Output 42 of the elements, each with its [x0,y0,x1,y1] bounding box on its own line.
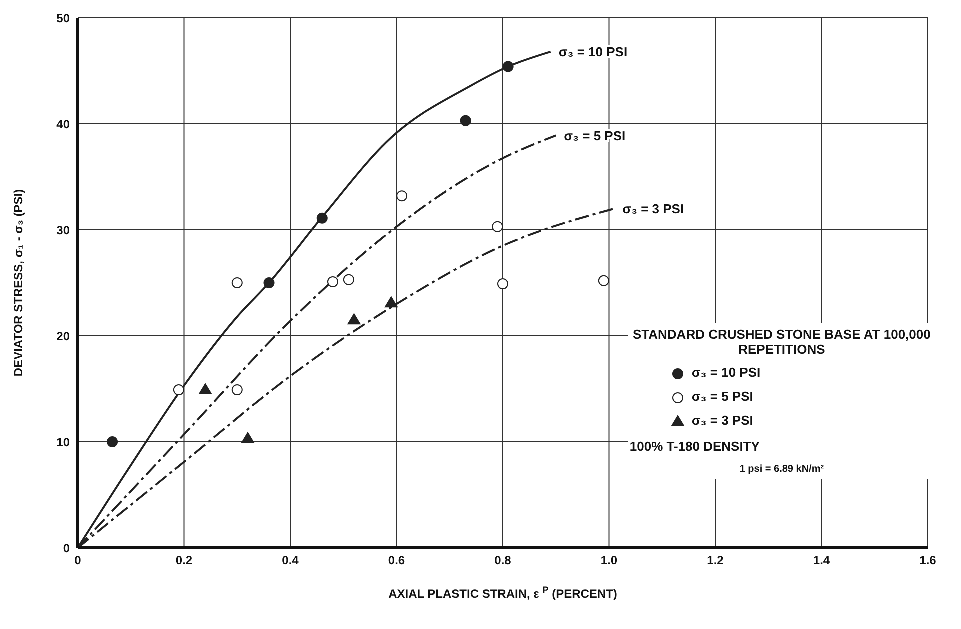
point [343,274,354,286]
point [242,432,254,444]
point [498,278,508,290]
x-tick-label: 1.6 [920,554,937,568]
point [232,384,243,396]
legend-label: σ₃ = 10 PSI [692,365,761,380]
x-tick-label: 1.0 [600,554,618,568]
x-tick-label: 0 [74,554,82,568]
x-tick-label: 1.4 [813,554,830,568]
x-tick-label: 0.8 [494,554,512,568]
point [598,275,610,286]
point [173,384,184,396]
x-tick-label: 0.4 [282,554,300,568]
point [460,115,472,126]
y-tick-label: 30 [56,223,70,238]
y-tick-label: 0 [63,541,70,556]
point [396,190,408,202]
x-axis-title: AXIAL PLASTIC STRAIN, ε $^{P}$ (PERCENT) [388,585,618,601]
y-tick-label: 20 [56,329,70,344]
y-tick-label: 40 [56,117,70,132]
point [502,61,514,72]
legend-title: STANDARD CRUSHED STONE BASE AT 100,000 REPETITIONS [632,326,932,357]
x-tick-label: 0.2 [176,554,193,568]
point [199,384,212,395]
legend-label: σ₃ = 3 PSI [692,413,754,428]
point [492,221,504,232]
point [264,278,275,288]
annotation: 1 psi = 6.89 kN/m² [738,464,826,475]
y-tick-label: 50 [56,11,70,26]
point [384,296,398,308]
annotation: 100% T-180 DENSITY [630,438,761,454]
x-tick-label: 0.6 [388,554,406,568]
x-tick-label: 1.2 [707,554,724,568]
point [316,212,328,224]
y-tick-label: 10 [56,435,70,450]
annotation: σ₃ = 3 PSI [622,201,684,216]
point [328,276,338,288]
legend-label: σ₃ = 5 PSI [692,389,754,404]
y-axis-title: DEVIATOR STRESS, σ₁ - σ₃ (PSI) [11,189,26,377]
point [232,278,243,288]
point [107,436,118,448]
point [348,314,361,325]
